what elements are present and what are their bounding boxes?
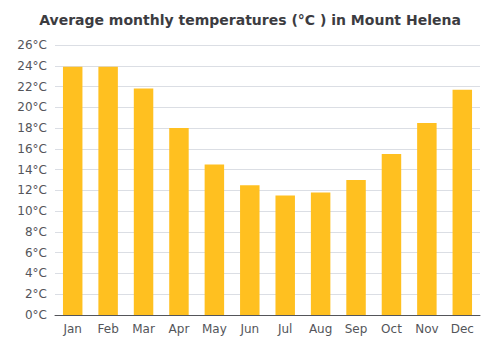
svg-text:0°C: 0°C [25,308,47,322]
svg-text:May: May [202,322,227,336]
svg-text:10°C: 10°C [17,204,47,218]
svg-text:Dec: Dec [451,322,474,336]
svg-text:Jul: Jul [277,322,292,336]
svg-text:22°C: 22°C [17,80,47,94]
svg-text:16°C: 16°C [17,142,47,156]
svg-text:Feb: Feb [98,322,119,336]
svg-text:6°C: 6°C [25,246,47,260]
svg-text:Aug: Aug [309,322,332,336]
svg-text:Apr: Apr [169,322,190,336]
svg-text:Average monthly temperatures (: Average monthly temperatures (°C ) in Mo… [39,12,461,28]
svg-text:Mar: Mar [132,322,155,336]
svg-text:8°C: 8°C [25,225,47,239]
svg-text:Oct: Oct [381,322,402,336]
svg-text:18°C: 18°C [17,121,47,135]
svg-text:26°C: 26°C [17,38,47,52]
svg-text:Jun: Jun [239,322,259,336]
svg-text:Nov: Nov [415,322,438,336]
svg-text:24°C: 24°C [17,59,47,73]
svg-text:2°C: 2°C [25,287,47,301]
svg-text:Jan: Jan [62,322,82,336]
svg-text:4°C: 4°C [25,266,47,280]
svg-text:12°C: 12°C [17,183,47,197]
svg-text:Sep: Sep [345,322,368,336]
svg-text:20°C: 20°C [17,100,47,114]
svg-text:14°C: 14°C [17,163,47,177]
